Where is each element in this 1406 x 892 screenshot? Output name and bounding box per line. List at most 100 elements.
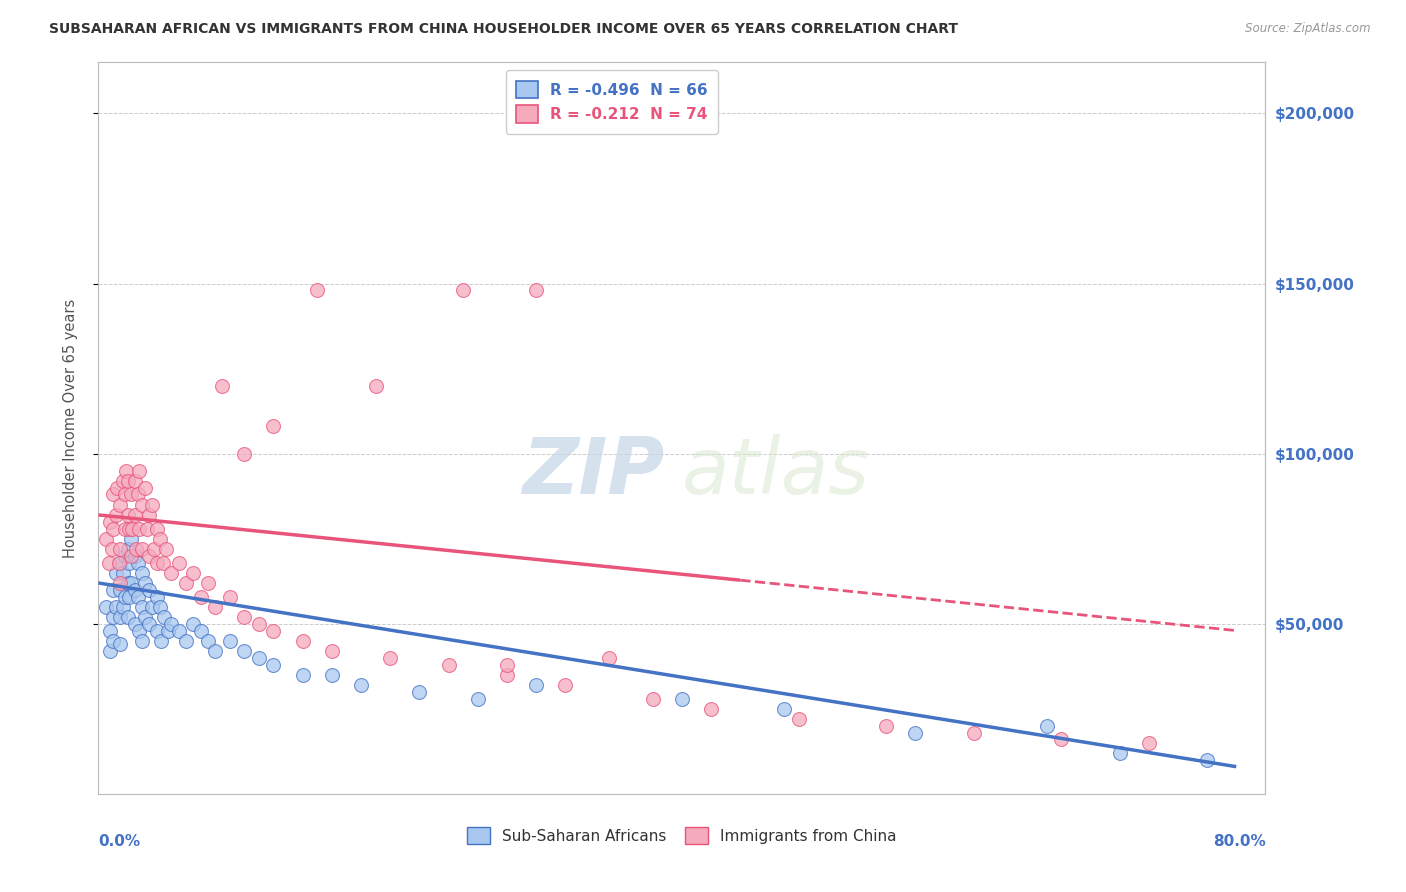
Point (120, 532, 142, 546)
Point (167, 556, 190, 570)
Point (128, 624, 150, 638)
Point (160, 616, 183, 631)
Point (157, 624, 180, 638)
Point (149, 532, 172, 546)
Text: Source: ZipAtlas.com: Source: ZipAtlas.com (1246, 22, 1371, 36)
Point (105, 481, 128, 495)
Point (110, 637, 132, 651)
Point (128, 464, 150, 478)
Point (233, 447, 256, 461)
Point (131, 498, 153, 512)
Point (117, 508, 139, 522)
Point (962, 725, 984, 739)
Point (190, 590, 212, 604)
Point (117, 610, 139, 624)
Point (167, 624, 190, 638)
Point (142, 541, 165, 556)
Point (364, 378, 387, 392)
Point (1137, 736, 1160, 750)
Point (524, 678, 547, 692)
Point (110, 541, 132, 556)
Point (146, 590, 169, 604)
Point (110, 576, 132, 591)
Point (127, 556, 149, 570)
Point (131, 566, 153, 580)
Point (174, 633, 197, 648)
Point (101, 522, 124, 536)
Point (204, 644, 226, 658)
Point (127, 487, 149, 501)
Point (150, 633, 173, 648)
Point (110, 556, 132, 570)
Point (94, 532, 117, 546)
Point (496, 657, 519, 672)
Point (134, 576, 156, 591)
Point (218, 633, 240, 648)
Point (117, 541, 139, 556)
Point (641, 691, 664, 706)
Point (112, 599, 135, 614)
Point (598, 650, 620, 665)
Y-axis label: Householder Income Over 65 years: Householder Income Over 65 years (63, 299, 77, 558)
Point (110, 582, 132, 597)
Point (262, 657, 284, 672)
Point (146, 556, 169, 570)
Point (496, 668, 519, 682)
Point (233, 610, 256, 624)
Point (114, 522, 136, 536)
Point (127, 590, 149, 604)
Point (138, 616, 160, 631)
Point (118, 522, 141, 536)
Point (101, 633, 124, 648)
Point (120, 487, 142, 501)
Point (233, 644, 256, 658)
Text: ZIP: ZIP (522, 434, 665, 510)
Point (321, 644, 343, 658)
Point (291, 633, 314, 648)
Point (291, 668, 314, 682)
Point (104, 599, 127, 614)
Point (101, 582, 124, 597)
Point (124, 549, 146, 563)
Point (101, 487, 124, 501)
Point (120, 549, 142, 563)
Point (118, 556, 141, 570)
Point (138, 582, 160, 597)
Point (110, 610, 132, 624)
Point (100, 541, 122, 556)
Point (128, 522, 150, 536)
Point (262, 419, 284, 434)
Point (467, 691, 489, 706)
Point (98, 644, 121, 658)
Point (904, 725, 927, 739)
Point (149, 599, 172, 614)
Point (1035, 719, 1057, 733)
Point (350, 678, 373, 692)
Point (131, 599, 153, 614)
Point (112, 566, 135, 580)
Point (247, 616, 270, 631)
Point (134, 610, 156, 624)
Point (117, 576, 139, 591)
Point (451, 284, 474, 298)
Point (211, 378, 233, 392)
Point (321, 668, 343, 682)
Point (115, 464, 138, 478)
Point (138, 549, 160, 563)
Point (97, 556, 120, 570)
Point (125, 541, 148, 556)
Point (138, 508, 160, 522)
Point (110, 498, 132, 512)
Point (1195, 753, 1218, 767)
Point (437, 657, 460, 672)
Point (247, 650, 270, 665)
Point (204, 599, 226, 614)
Point (190, 624, 212, 638)
Point (120, 576, 142, 591)
Point (124, 582, 146, 597)
Point (773, 702, 796, 716)
Point (112, 474, 135, 488)
Point (124, 474, 146, 488)
Point (155, 541, 177, 556)
Point (671, 691, 693, 706)
